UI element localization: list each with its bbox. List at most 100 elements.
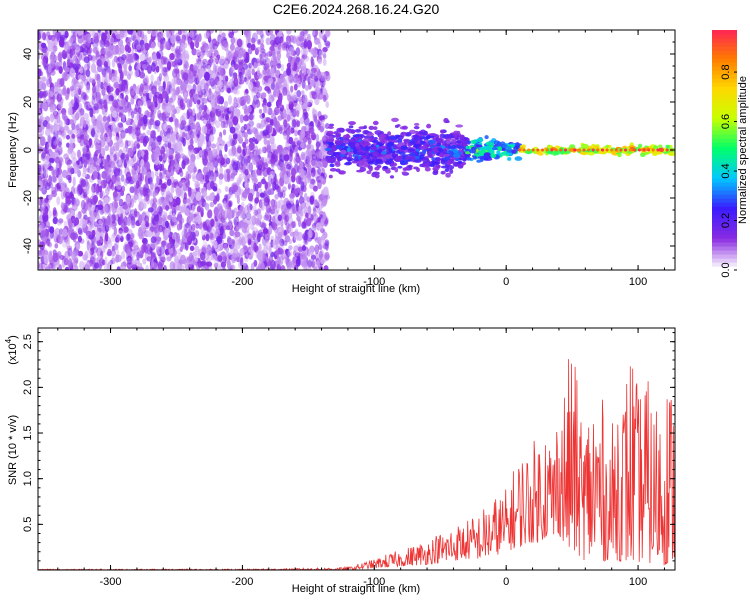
heatmap-cell <box>77 128 83 135</box>
heatmap-cell <box>215 41 220 47</box>
heatmap-cell <box>299 69 303 78</box>
heatmap-cell <box>60 202 65 210</box>
heatmap-cell <box>325 101 330 108</box>
heatmap-cell <box>279 126 283 135</box>
heatmap-cell <box>58 218 64 224</box>
heatmap-cell <box>270 67 275 78</box>
heatmap-cell <box>254 217 260 225</box>
heatmap-cell <box>283 119 288 128</box>
heatmap-cell <box>183 192 187 201</box>
heatmap-cell <box>108 179 114 190</box>
heatmap-cell <box>53 84 59 94</box>
heatmap-cell <box>110 105 115 113</box>
heatmap-cell <box>277 81 283 89</box>
heatmap-cell <box>308 230 313 239</box>
heatmap-cell <box>181 30 188 34</box>
heatmap-cell <box>91 95 96 106</box>
heatmap-cell <box>269 45 275 52</box>
heatmap-cell <box>218 177 223 185</box>
heatmap-cell <box>309 182 315 190</box>
heatmap-cell <box>131 48 135 54</box>
heatmap-cell <box>284 235 288 243</box>
heatmap-cell <box>303 125 308 132</box>
heatmap-cell <box>202 221 208 227</box>
heatmap-cell <box>133 240 138 249</box>
heatmap-cell <box>268 225 273 235</box>
heatmap-cell <box>222 129 227 136</box>
heatmap-cell <box>186 108 193 117</box>
heatmap-cell <box>277 59 281 67</box>
heatmap-cell <box>279 45 283 52</box>
heatmap-cell <box>179 246 183 253</box>
heatmap-cell <box>274 209 279 218</box>
heatmap-cell <box>306 40 312 50</box>
heatmap-cell <box>209 134 215 142</box>
heatmap-cell <box>317 59 323 65</box>
heatmap-cell <box>107 248 112 256</box>
heatmap-cell <box>150 74 154 83</box>
heatmap-cell <box>234 63 239 71</box>
heatmap-cell <box>244 169 249 176</box>
heatmap-cell <box>205 144 210 152</box>
heatmap-cell <box>108 95 113 102</box>
heatmap-cell <box>170 44 175 52</box>
heatmap-cell <box>263 189 269 196</box>
heatmap-cell <box>137 107 142 115</box>
heatmap-cell <box>208 250 213 256</box>
heatmap-cell <box>165 220 169 229</box>
heatmap-cell <box>268 50 273 57</box>
heatmap-cell <box>75 243 81 250</box>
heatmap-cell <box>91 183 97 193</box>
heatmap-cell <box>255 149 260 157</box>
heatmap-cell <box>312 185 318 192</box>
heatmap-cell <box>185 55 190 61</box>
heatmap-cell <box>294 130 298 137</box>
heatmap-cell <box>282 186 287 192</box>
heatmap-cell <box>66 58 71 66</box>
heatmap-cell <box>103 205 109 215</box>
heatmap-cell <box>282 240 288 246</box>
heatmap-cell <box>81 172 88 178</box>
heatmap-cell <box>92 246 99 253</box>
heatmap-cell <box>300 142 305 149</box>
heatmap-cell <box>296 90 302 98</box>
heatmap-cell <box>107 88 111 95</box>
heatmap-cell <box>74 217 80 226</box>
heatmap-cell <box>255 46 261 53</box>
heatmap-cell <box>150 182 155 190</box>
heatmap-cell <box>314 85 320 91</box>
heatmap-cell <box>236 38 243 48</box>
heatmap-cell <box>54 61 60 68</box>
heatmap-cell <box>72 176 76 187</box>
heatmap-cell <box>245 212 252 221</box>
heatmap-cell <box>73 96 78 107</box>
heatmap-cell <box>113 201 119 209</box>
heatmap-cell <box>82 178 89 188</box>
heatmap-cell <box>71 122 76 130</box>
heatmap-cell <box>158 196 165 206</box>
heatmap-cell <box>66 126 70 134</box>
heatmap-cell <box>144 75 149 84</box>
heatmap-cell <box>328 174 333 179</box>
heatmap-cell <box>108 70 113 81</box>
heatmap-cell <box>323 265 329 270</box>
heatmap-cell <box>155 65 160 73</box>
heatmap-cell <box>83 120 87 128</box>
heatmap-cell <box>42 102 48 110</box>
heatmap-cell <box>150 41 156 50</box>
heatmap-cell <box>245 123 251 132</box>
heatmap-cell <box>279 248 285 255</box>
heatmap-cell <box>58 66 63 75</box>
heatmap-cell <box>293 61 298 71</box>
heatmap-cell <box>122 204 129 210</box>
heatmap-cell <box>157 109 162 119</box>
heatmap-cell <box>233 77 239 87</box>
heatmap-cell <box>138 150 142 159</box>
heatmap-cell <box>310 79 315 87</box>
heatmap-cell <box>295 47 301 56</box>
heatmap-cell <box>167 214 173 220</box>
heatmap-cell <box>324 239 330 247</box>
heatmap-cell <box>86 47 93 54</box>
heatmap-cell <box>200 261 206 267</box>
heatmap-cell <box>228 201 232 208</box>
